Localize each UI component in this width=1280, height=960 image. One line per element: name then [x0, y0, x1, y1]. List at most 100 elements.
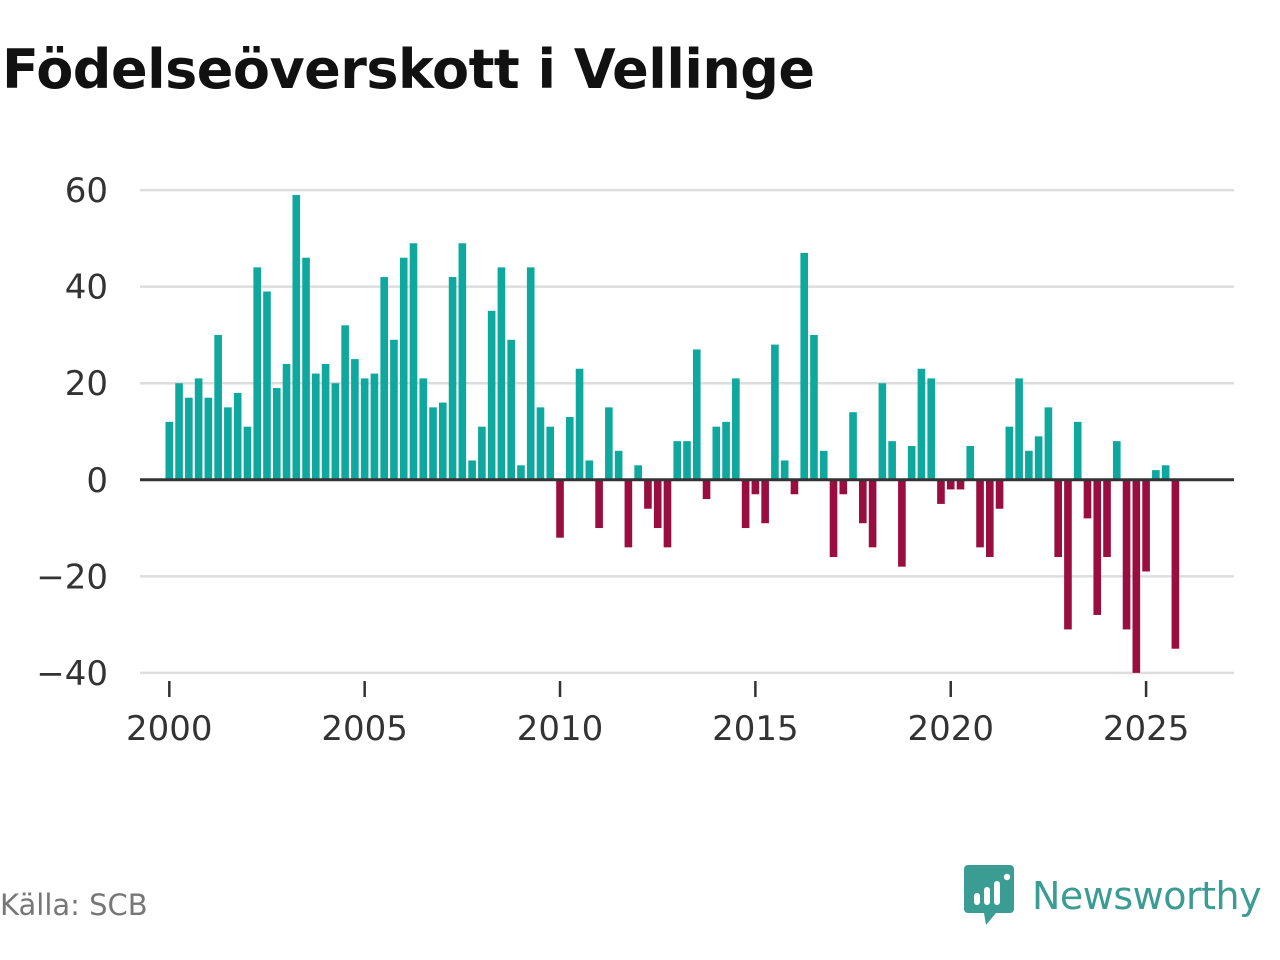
bar	[497, 267, 506, 480]
bar	[565, 417, 574, 480]
bar	[722, 421, 730, 480]
bar	[302, 257, 310, 480]
bar	[272, 388, 281, 480]
bar	[1152, 470, 1160, 480]
x-tick-label: 2025	[1103, 709, 1190, 749]
bar	[771, 344, 779, 480]
bar	[312, 373, 320, 480]
y-tick-label: 60	[65, 171, 108, 211]
bar	[458, 243, 467, 480]
x-tick-label: 2020	[907, 709, 994, 749]
bar	[292, 194, 301, 480]
y-tick-label: 0	[86, 461, 108, 501]
bar	[917, 368, 926, 480]
bar	[966, 445, 975, 480]
bar	[956, 479, 965, 490]
x-tick-label: 2015	[712, 709, 799, 749]
bar	[888, 441, 896, 480]
bar	[1025, 450, 1033, 480]
bar	[790, 479, 799, 495]
bar	[1103, 479, 1111, 558]
bar	[546, 426, 555, 480]
bar	[390, 339, 398, 480]
bar	[1073, 421, 1082, 480]
y-tick-label: −40	[36, 654, 108, 694]
bar	[419, 378, 428, 480]
bar	[585, 460, 594, 480]
bars	[165, 194, 1180, 673]
bar	[351, 359, 359, 480]
bar	[800, 252, 809, 480]
bar	[429, 407, 437, 480]
bar	[409, 243, 418, 480]
bar	[868, 479, 877, 548]
bar	[976, 479, 984, 548]
bar	[663, 479, 672, 548]
bar	[517, 465, 525, 480]
bar	[780, 460, 789, 480]
bar	[399, 257, 408, 480]
bar	[1132, 479, 1141, 673]
bar	[487, 310, 496, 480]
bar-chart: 2000 2005 2010 2015 2020 2025 −40 −20 0 20 40 60	[36, 171, 1234, 749]
bar	[595, 479, 603, 529]
bar	[1083, 479, 1092, 519]
bar	[937, 479, 945, 504]
bar	[907, 445, 916, 480]
brand-name: Newsworthy	[1032, 874, 1262, 918]
bar	[927, 378, 936, 480]
bar	[438, 402, 447, 480]
bar	[819, 450, 828, 480]
x-tick-label: 2010	[517, 709, 604, 749]
bar	[712, 426, 721, 480]
bar	[751, 479, 760, 495]
bar	[859, 479, 867, 524]
bar	[370, 373, 379, 480]
bar	[849, 412, 857, 480]
bar	[829, 479, 838, 558]
bar	[478, 426, 486, 480]
bar	[204, 397, 213, 480]
bar	[194, 378, 203, 480]
x-axis: 2000 2005 2010 2015 2020 2025	[126, 681, 1189, 749]
bar	[331, 383, 340, 480]
bar	[624, 479, 633, 548]
bar	[185, 397, 193, 480]
bar	[644, 479, 652, 509]
bar	[1064, 479, 1072, 630]
bar	[1161, 465, 1170, 480]
bar	[321, 363, 330, 480]
bar	[946, 479, 955, 490]
bar	[1044, 407, 1053, 480]
x-tick-label: 2000	[126, 709, 213, 749]
x-tick-label: 2005	[321, 709, 408, 749]
bar	[448, 277, 457, 480]
bar	[536, 407, 545, 480]
y-tick-label: 20	[65, 364, 108, 404]
y-axis: −40 −20 0 20 40 60	[36, 171, 108, 694]
bar	[878, 383, 887, 480]
bar	[605, 407, 613, 480]
bar	[741, 479, 750, 529]
brand-logo[interactable]: Newsworthy	[964, 864, 1262, 928]
chart-title: Födelseöverskott i Vellinge	[2, 38, 815, 101]
bar	[1122, 479, 1131, 630]
bar	[1112, 441, 1121, 480]
bar	[614, 450, 623, 480]
bar	[898, 479, 906, 567]
bar	[243, 426, 252, 480]
bar	[702, 479, 711, 500]
bar	[575, 368, 584, 480]
bar	[507, 339, 515, 480]
bar	[263, 291, 271, 480]
bar	[1142, 479, 1150, 572]
bar	[810, 334, 818, 480]
bar	[214, 334, 222, 480]
bar	[839, 479, 848, 495]
bar	[380, 277, 389, 480]
bar	[165, 421, 174, 480]
bar	[526, 267, 535, 480]
bar	[1005, 426, 1014, 480]
bar	[692, 349, 701, 480]
bar	[1034, 436, 1043, 480]
